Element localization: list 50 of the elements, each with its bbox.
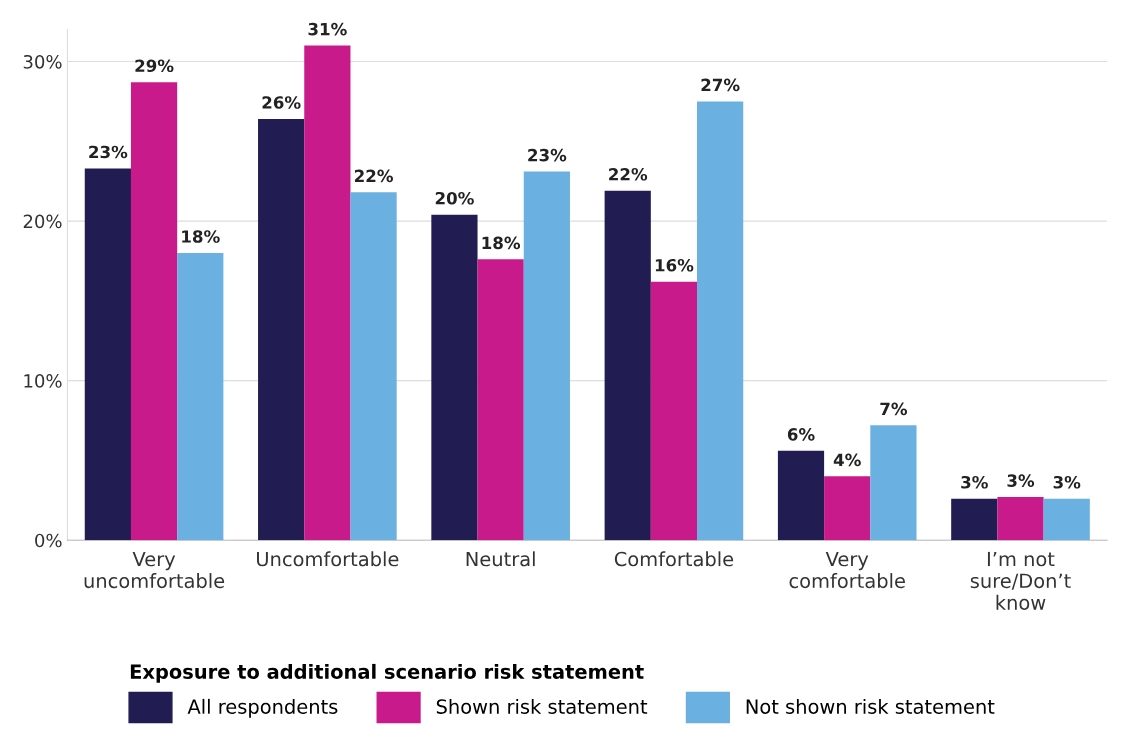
bar bbox=[1043, 498, 1090, 541]
data-label: 20% bbox=[435, 191, 474, 205]
data-label: 29% bbox=[135, 59, 174, 73]
data-label: 3% bbox=[1007, 474, 1035, 487]
y-tick-label: 20% bbox=[23, 214, 62, 229]
bar bbox=[431, 214, 478, 541]
bar bbox=[870, 425, 917, 541]
legend-label: Shown risk statement bbox=[436, 698, 648, 714]
bar bbox=[258, 118, 305, 541]
bar bbox=[523, 171, 570, 541]
data-label: 3% bbox=[1053, 475, 1081, 489]
data-label: 23% bbox=[89, 145, 128, 159]
data-label: 23% bbox=[528, 148, 567, 162]
x-tick-label: Comfortable bbox=[614, 551, 734, 567]
x-tick-label: Neutral bbox=[466, 551, 535, 567]
bar bbox=[304, 45, 351, 541]
data-label: 22% bbox=[354, 169, 393, 183]
bar bbox=[697, 101, 744, 541]
bar bbox=[824, 476, 871, 541]
bar bbox=[350, 192, 397, 541]
legend-label: Not shown risk statement bbox=[746, 698, 995, 714]
bar bbox=[777, 450, 825, 541]
bar bbox=[997, 497, 1044, 541]
x-tick-label: Uncomfortable bbox=[257, 551, 399, 567]
bar bbox=[130, 82, 178, 541]
legend-title: Exposure to additional scenario risk statement bbox=[130, 663, 644, 683]
y-tick-label: 0% bbox=[35, 533, 62, 548]
bar bbox=[650, 281, 698, 541]
data-label: 3% bbox=[961, 475, 988, 489]
data-label: 31% bbox=[308, 22, 347, 36]
data-label: 22% bbox=[609, 167, 648, 181]
data-label: 7% bbox=[880, 402, 908, 416]
bar bbox=[84, 168, 131, 541]
bar bbox=[477, 259, 524, 541]
bar bbox=[177, 252, 224, 541]
data-label: 6% bbox=[787, 428, 815, 441]
bar bbox=[951, 498, 998, 541]
y-tick-label: 30% bbox=[23, 54, 62, 69]
x-tick-label: Very comfortable bbox=[789, 551, 905, 589]
y-tick-label: 10% bbox=[24, 374, 62, 388]
data-label: 16% bbox=[655, 258, 694, 272]
data-label: 26% bbox=[262, 96, 301, 109]
data-label: 18% bbox=[182, 230, 220, 243]
bar bbox=[604, 190, 651, 541]
x-tick-label: I’m not sure/Don’t know bbox=[970, 551, 1071, 610]
x-tick-label: Very uncomfortable bbox=[84, 551, 225, 589]
data-label: 27% bbox=[701, 78, 740, 92]
data-label: 18% bbox=[482, 236, 521, 250]
data-label: 4% bbox=[833, 453, 861, 467]
legend-label: All respondents bbox=[187, 698, 338, 718]
